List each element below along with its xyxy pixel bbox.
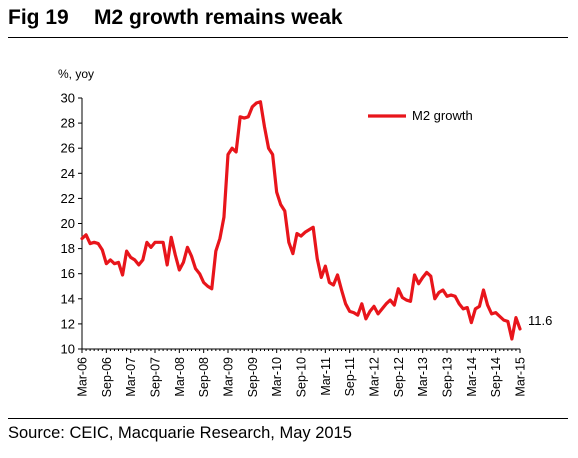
y-tick-label: 26 [61,141,75,156]
x-tick-label: Mar-10 [270,357,284,397]
figure-title-text: M2 growth remains weak [94,6,343,29]
legend-label-m2-growth: M2 growth [412,108,473,123]
figure-title: Fig 19 M2 growth remains weak [8,6,343,30]
y-axis-ticks: 10 12 14 16 18 20 22 24 26 28 30 [61,91,82,357]
figure-number: Fig 19 [8,6,69,29]
y-tick-label: 18 [61,241,75,256]
source-note: Source: CEIC, Macquarie Research, May 20… [8,424,352,442]
legend: M2 growth [368,108,473,123]
x-tick-label: Sep-10 [295,357,309,397]
y-tick-label: 22 [61,191,75,206]
x-tick-label: Mar-08 [173,357,187,397]
x-tick-label: Sep-11 [343,357,357,396]
x-tick-label: Mar-13 [416,357,430,397]
y-tick-label: 24 [61,166,75,181]
x-tick-label: Sep-13 [441,357,455,397]
bottom-rule [8,418,568,419]
y-tick-label: 12 [61,316,75,331]
x-tick-label: Sep-09 [246,357,260,397]
x-tick-label: Mar-11 [319,357,333,396]
x-tick-label: Mar-15 [514,357,528,397]
y-tick-label: 28 [61,116,75,131]
y-tick-label: 20 [61,216,75,231]
top-rule [8,37,568,38]
y-tick-label: 16 [61,266,75,281]
x-tick-label: Mar-14 [465,357,479,397]
m2-growth-chart: %, yoy 10 12 14 16 18 20 22 24 26 28 30 Mar-06 Sep-… [58,67,552,397]
x-tick-label: Sep-08 [197,357,211,397]
x-tick-label: Sep-14 [489,357,503,397]
y-tick-label: 14 [61,291,75,306]
end-value-label: 11.6 [528,313,552,328]
x-tick-label: Mar-06 [76,357,90,397]
series-line-m2-growth [80,100,522,341]
y-axis-unit-label: %, yoy [58,67,94,81]
x-tick-label: Sep-06 [100,357,114,397]
x-tick-label: Sep-12 [392,357,406,397]
x-tick-label: Mar-09 [222,357,236,397]
y-tick-label: 10 [61,342,75,357]
x-tick-label: Mar-12 [368,357,382,397]
x-axis-ticks: Mar-06 Sep-06 Mar-07 Sep-07 Mar-08 Sep-08 Mar-… [76,349,528,397]
x-tick-label: Sep-07 [149,357,163,397]
x-tick-label: Mar-07 [124,357,138,397]
y-tick-label: 30 [61,91,75,106]
